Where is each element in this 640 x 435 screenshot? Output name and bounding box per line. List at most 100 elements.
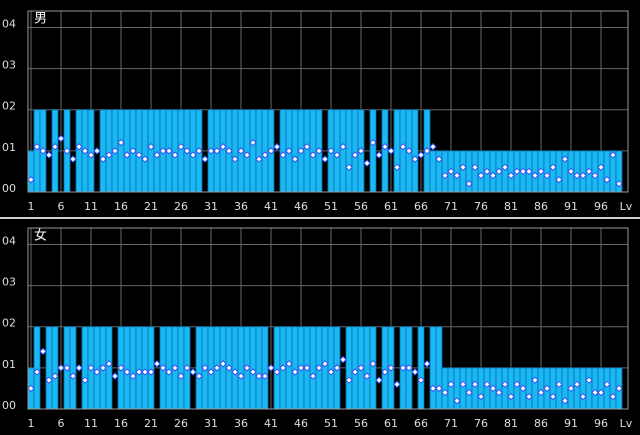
diamond-marker <box>291 368 299 376</box>
bar <box>249 109 257 193</box>
diamond-marker <box>375 151 383 159</box>
diamond-marker <box>543 384 551 393</box>
diamond-marker <box>513 167 521 176</box>
diamond-marker <box>231 368 239 376</box>
bar <box>285 326 293 410</box>
diamond-marker <box>315 364 323 372</box>
x-tick-label: 36 <box>234 417 248 430</box>
diamond-marker <box>63 147 71 155</box>
diamond-marker <box>411 368 419 376</box>
diamond-marker <box>357 147 365 155</box>
bar <box>141 326 149 410</box>
diamond-marker <box>321 360 329 368</box>
diamond-marker <box>171 364 179 372</box>
bar <box>471 367 479 410</box>
bar <box>477 150 485 193</box>
diamond-marker <box>615 384 623 393</box>
diamond-marker <box>207 368 215 376</box>
diamond-marker <box>615 180 623 188</box>
bar <box>321 326 329 410</box>
bar <box>51 326 59 410</box>
diamond-marker <box>417 376 425 384</box>
y-tick-label: 02 <box>2 317 16 330</box>
x-tick-label: 6 <box>58 200 65 213</box>
diamond-marker <box>351 151 359 159</box>
diamond-marker <box>33 368 41 376</box>
diamond-marker <box>609 392 617 401</box>
diamond-marker <box>117 138 125 147</box>
bar <box>579 367 587 410</box>
diamond-marker <box>537 388 545 397</box>
diamond-marker <box>45 151 53 159</box>
diamond-marker <box>81 376 89 384</box>
plot-border <box>27 10 629 193</box>
diamond-marker <box>75 143 83 151</box>
bar <box>549 150 557 193</box>
diamond-marker <box>279 364 287 372</box>
bar <box>483 367 491 410</box>
diamond-marker <box>441 171 449 180</box>
diamond-marker <box>477 171 485 180</box>
diamond-marker <box>291 155 299 163</box>
diamond-marker <box>345 163 353 172</box>
bar <box>141 109 149 193</box>
x-tick-label: 6 <box>58 417 65 430</box>
diamond-marker <box>453 171 461 180</box>
diamond-marker <box>297 147 305 155</box>
diamond-marker <box>165 147 173 155</box>
diamond-marker <box>147 368 155 376</box>
diamond-marker <box>243 364 251 372</box>
x-tick-label: 41 <box>264 417 278 430</box>
x-tick-label: 21 <box>144 417 158 430</box>
diamond-marker <box>195 147 203 155</box>
diamond-marker <box>441 388 449 397</box>
bar <box>171 109 179 193</box>
diamond-marker <box>327 147 335 155</box>
bar <box>441 367 449 410</box>
bar <box>609 367 617 410</box>
bar <box>153 109 161 193</box>
diamond-marker <box>195 372 203 380</box>
bar <box>147 326 155 410</box>
y-tick-label: 00 <box>2 399 16 412</box>
bar <box>597 367 605 410</box>
diamond-marker <box>165 368 173 376</box>
bar <box>345 326 353 410</box>
plot-border <box>27 227 629 410</box>
diamond-marker <box>519 384 527 393</box>
bar <box>591 150 599 193</box>
diamond-marker <box>489 171 497 180</box>
diamond-marker <box>177 372 185 380</box>
x-tick-label: 21 <box>144 200 158 213</box>
diamond-marker <box>177 143 185 151</box>
diamond-marker <box>585 376 593 384</box>
diamond-marker <box>237 372 245 380</box>
bar <box>411 109 419 193</box>
diamond-marker <box>129 147 137 155</box>
diamond-marker <box>561 155 569 163</box>
bar <box>393 109 401 193</box>
bar <box>585 367 593 410</box>
diamond-marker <box>405 147 413 155</box>
diamond-marker <box>567 384 575 393</box>
diamond-marker <box>489 384 497 393</box>
bar <box>231 326 239 410</box>
bar <box>51 109 59 193</box>
diamond-marker <box>231 155 239 163</box>
bar <box>261 109 269 193</box>
diamond-marker <box>93 147 101 155</box>
diamond-marker <box>483 380 491 389</box>
diamond-marker <box>375 376 383 384</box>
diamond-marker <box>147 143 155 151</box>
diamond-marker <box>27 384 35 393</box>
diamond-marker <box>477 392 485 401</box>
bar <box>537 367 545 410</box>
diamond-marker <box>63 364 71 372</box>
bar <box>99 109 107 193</box>
bar <box>177 109 185 193</box>
x-tick-label: 56 <box>354 200 368 213</box>
bar <box>435 326 443 410</box>
diamond-marker <box>39 147 47 155</box>
diamond-marker <box>393 163 401 172</box>
